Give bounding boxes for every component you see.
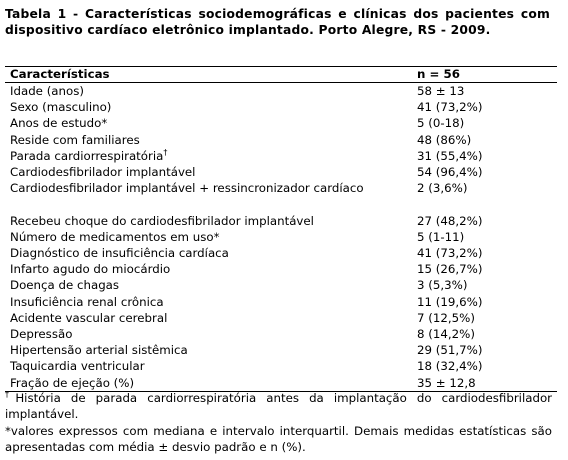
- value-cell: 3 (5,3%): [417, 278, 468, 293]
- footnote-marker: †: [5, 390, 16, 399]
- table-row: Recebeu choque do cardiodesfibrilador im…: [5, 213, 557, 229]
- spacer-cell: [412, 196, 557, 212]
- label-cell: Parada cardiorrespiratória†: [5, 148, 412, 164]
- row-label: Infarto agudo do miocárdio: [10, 262, 171, 277]
- value-cell: 41 (73,2%): [417, 246, 483, 261]
- footnote-text: *valores expressos com mediana e interva…: [5, 423, 552, 455]
- row-group: Recebeu choque do cardiodesfibrilador im…: [5, 213, 557, 392]
- value-cell: 7 (12,5%): [417, 310, 475, 325]
- row-label: Taquicardia ventricular: [10, 359, 145, 374]
- table-row: Diagnóstico de insuficiência cardíaca 41 …: [5, 245, 557, 261]
- label-cell: Sexo (masculino): [5, 99, 412, 115]
- label-cell: Depressão: [5, 326, 412, 342]
- row-label: Anos de estudo*: [10, 116, 108, 131]
- footnote-marker: †: [163, 147, 168, 157]
- table-row: Acidente vascular cerebral 7 (12,5%): [5, 310, 557, 326]
- table-row: Parada cardiorrespiratória† 31 (55,4%): [5, 148, 557, 164]
- label-cell: Número de medicamentos em uso*: [5, 229, 412, 245]
- row-label: Sexo (masculino): [10, 100, 112, 115]
- table-row: Reside com familiares 48 (86%): [5, 132, 557, 148]
- row-label: Número de medicamentos em uso*: [10, 229, 220, 244]
- value-cell: 18 (32,4%): [417, 359, 483, 374]
- table-row: Cardiodesfibrilador implantável + ressin…: [5, 180, 557, 196]
- row-label: Cardiodesfibrilador implantável: [10, 165, 196, 180]
- spacer-cell: [5, 196, 412, 212]
- data-table: Características n = 56 Idade (anos) 58 ± …: [5, 66, 557, 392]
- value-cell: 48 (86%): [417, 132, 472, 147]
- footnote-text: História de parada cardiorrespiratória a…: [5, 391, 553, 422]
- value-cell: 27 (48,2%): [417, 213, 483, 228]
- table-title: Tabela 1 - Características sociodemográf…: [5, 7, 550, 38]
- label-cell: Infarto agudo do miocárdio: [5, 261, 412, 277]
- table-row: Idade (anos) 58 ± 13: [5, 83, 557, 100]
- label-cell: Anos de estudo*: [5, 115, 412, 131]
- table-row: Cardiodesfibrilador implantável 54 (96,4%…: [5, 164, 557, 180]
- row-label: Parada cardiorrespiratória: [10, 148, 164, 163]
- header-cell: n = 56: [417, 67, 460, 81]
- value-cell: 2 (3,6%): [417, 181, 468, 196]
- footnotes: †História de parada cardiorrespiratória …: [5, 390, 552, 456]
- label-cell: Cardiodesfibrilador implantável: [5, 164, 412, 180]
- row-label: Fração de ejeção (%): [10, 375, 135, 390]
- row-label: Hipertensão arterial sistêmica: [10, 343, 188, 358]
- value-cell: 15 (26,7%): [417, 262, 483, 277]
- label-cell: Insuficiência renal crônica: [5, 294, 412, 310]
- header-cell: Características: [10, 67, 110, 81]
- label-cell: Doença de chagas: [5, 277, 412, 293]
- label-cell: Hipertensão arterial sistêmica: [5, 342, 412, 358]
- label-cell: Recebeu choque do cardiodesfibrilador im…: [5, 213, 412, 229]
- table-row: Anos de estudo* 5 (0-18): [5, 115, 557, 131]
- row-label: Reside com familiares: [10, 132, 140, 147]
- value-cell: 11 (19,6%): [417, 294, 483, 309]
- value-cell: 58 ± 13: [417, 84, 465, 98]
- row-label: Diagnóstico de insuficiência cardíaca: [10, 246, 229, 261]
- table-row: Doença de chagas 3 (5,3%): [5, 277, 557, 293]
- value-cell: 31 (55,4%): [417, 148, 483, 163]
- row-label: Idade (anos): [10, 84, 84, 98]
- value-cell: 5 (0-18): [417, 116, 465, 131]
- table-row: Hipertensão arterial sistêmica 29 (51,7%): [5, 342, 557, 358]
- row-label: Insuficiência renal crônica: [10, 294, 164, 309]
- row-label: Cardiodesfibrilador implantável + ressin…: [10, 181, 364, 196]
- table-row: Sexo (masculino) 41 (73,2%): [5, 99, 557, 115]
- table-row: Fração de ejeção (%) 35 ± 12,8: [5, 375, 557, 392]
- row-label: Doença de chagas: [10, 278, 120, 293]
- value-cell: 35 ± 12,8: [417, 375, 476, 390]
- row-label: Depressão: [10, 327, 73, 342]
- value-cell: 54 (96,4%): [417, 165, 483, 180]
- row-group: Idade (anos) 58 ± 13 Sexo (masculino) 41 (7…: [5, 83, 557, 213]
- footnote: *valores expressos com mediana e interva…: [5, 423, 552, 456]
- table-row: Depressão 8 (14,2%): [5, 326, 557, 342]
- label-cell: Cardiodesfibrilador implantável + ressin…: [5, 180, 412, 196]
- table-row: Taquicardia ventricular 18 (32,4%): [5, 358, 557, 374]
- spacer-row: [5, 196, 557, 212]
- table-row: Número de medicamentos em uso* 5 (1-11): [5, 229, 557, 245]
- header-row: Características n = 56: [5, 66, 557, 83]
- label-cell: Fração de ejeção (%): [5, 375, 412, 392]
- table-row: Insuficiência renal crônica 11 (19,6%): [5, 294, 557, 310]
- table-row: Infarto agudo do miocárdio 15 (26,7%): [5, 261, 557, 277]
- value-cell: 5 (1-11): [417, 229, 465, 244]
- label-cell: Acidente vascular cerebral: [5, 310, 412, 326]
- row-label: Acidente vascular cerebral: [10, 310, 168, 325]
- value-cell: 41 (73,2%): [417, 100, 483, 115]
- label-cell: Reside com familiares: [5, 132, 412, 148]
- value-cell: 8 (14,2%): [417, 327, 475, 342]
- footnote: †História de parada cardiorrespiratória …: [5, 390, 552, 423]
- label-cell: Idade (anos): [5, 83, 412, 100]
- label-cell: Taquicardia ventricular: [5, 358, 412, 374]
- row-label: Recebeu choque do cardiodesfibrilador im…: [10, 213, 314, 228]
- label-cell: Diagnóstico de insuficiência cardíaca: [5, 245, 412, 261]
- value-cell: 29 (51,7%): [417, 343, 483, 358]
